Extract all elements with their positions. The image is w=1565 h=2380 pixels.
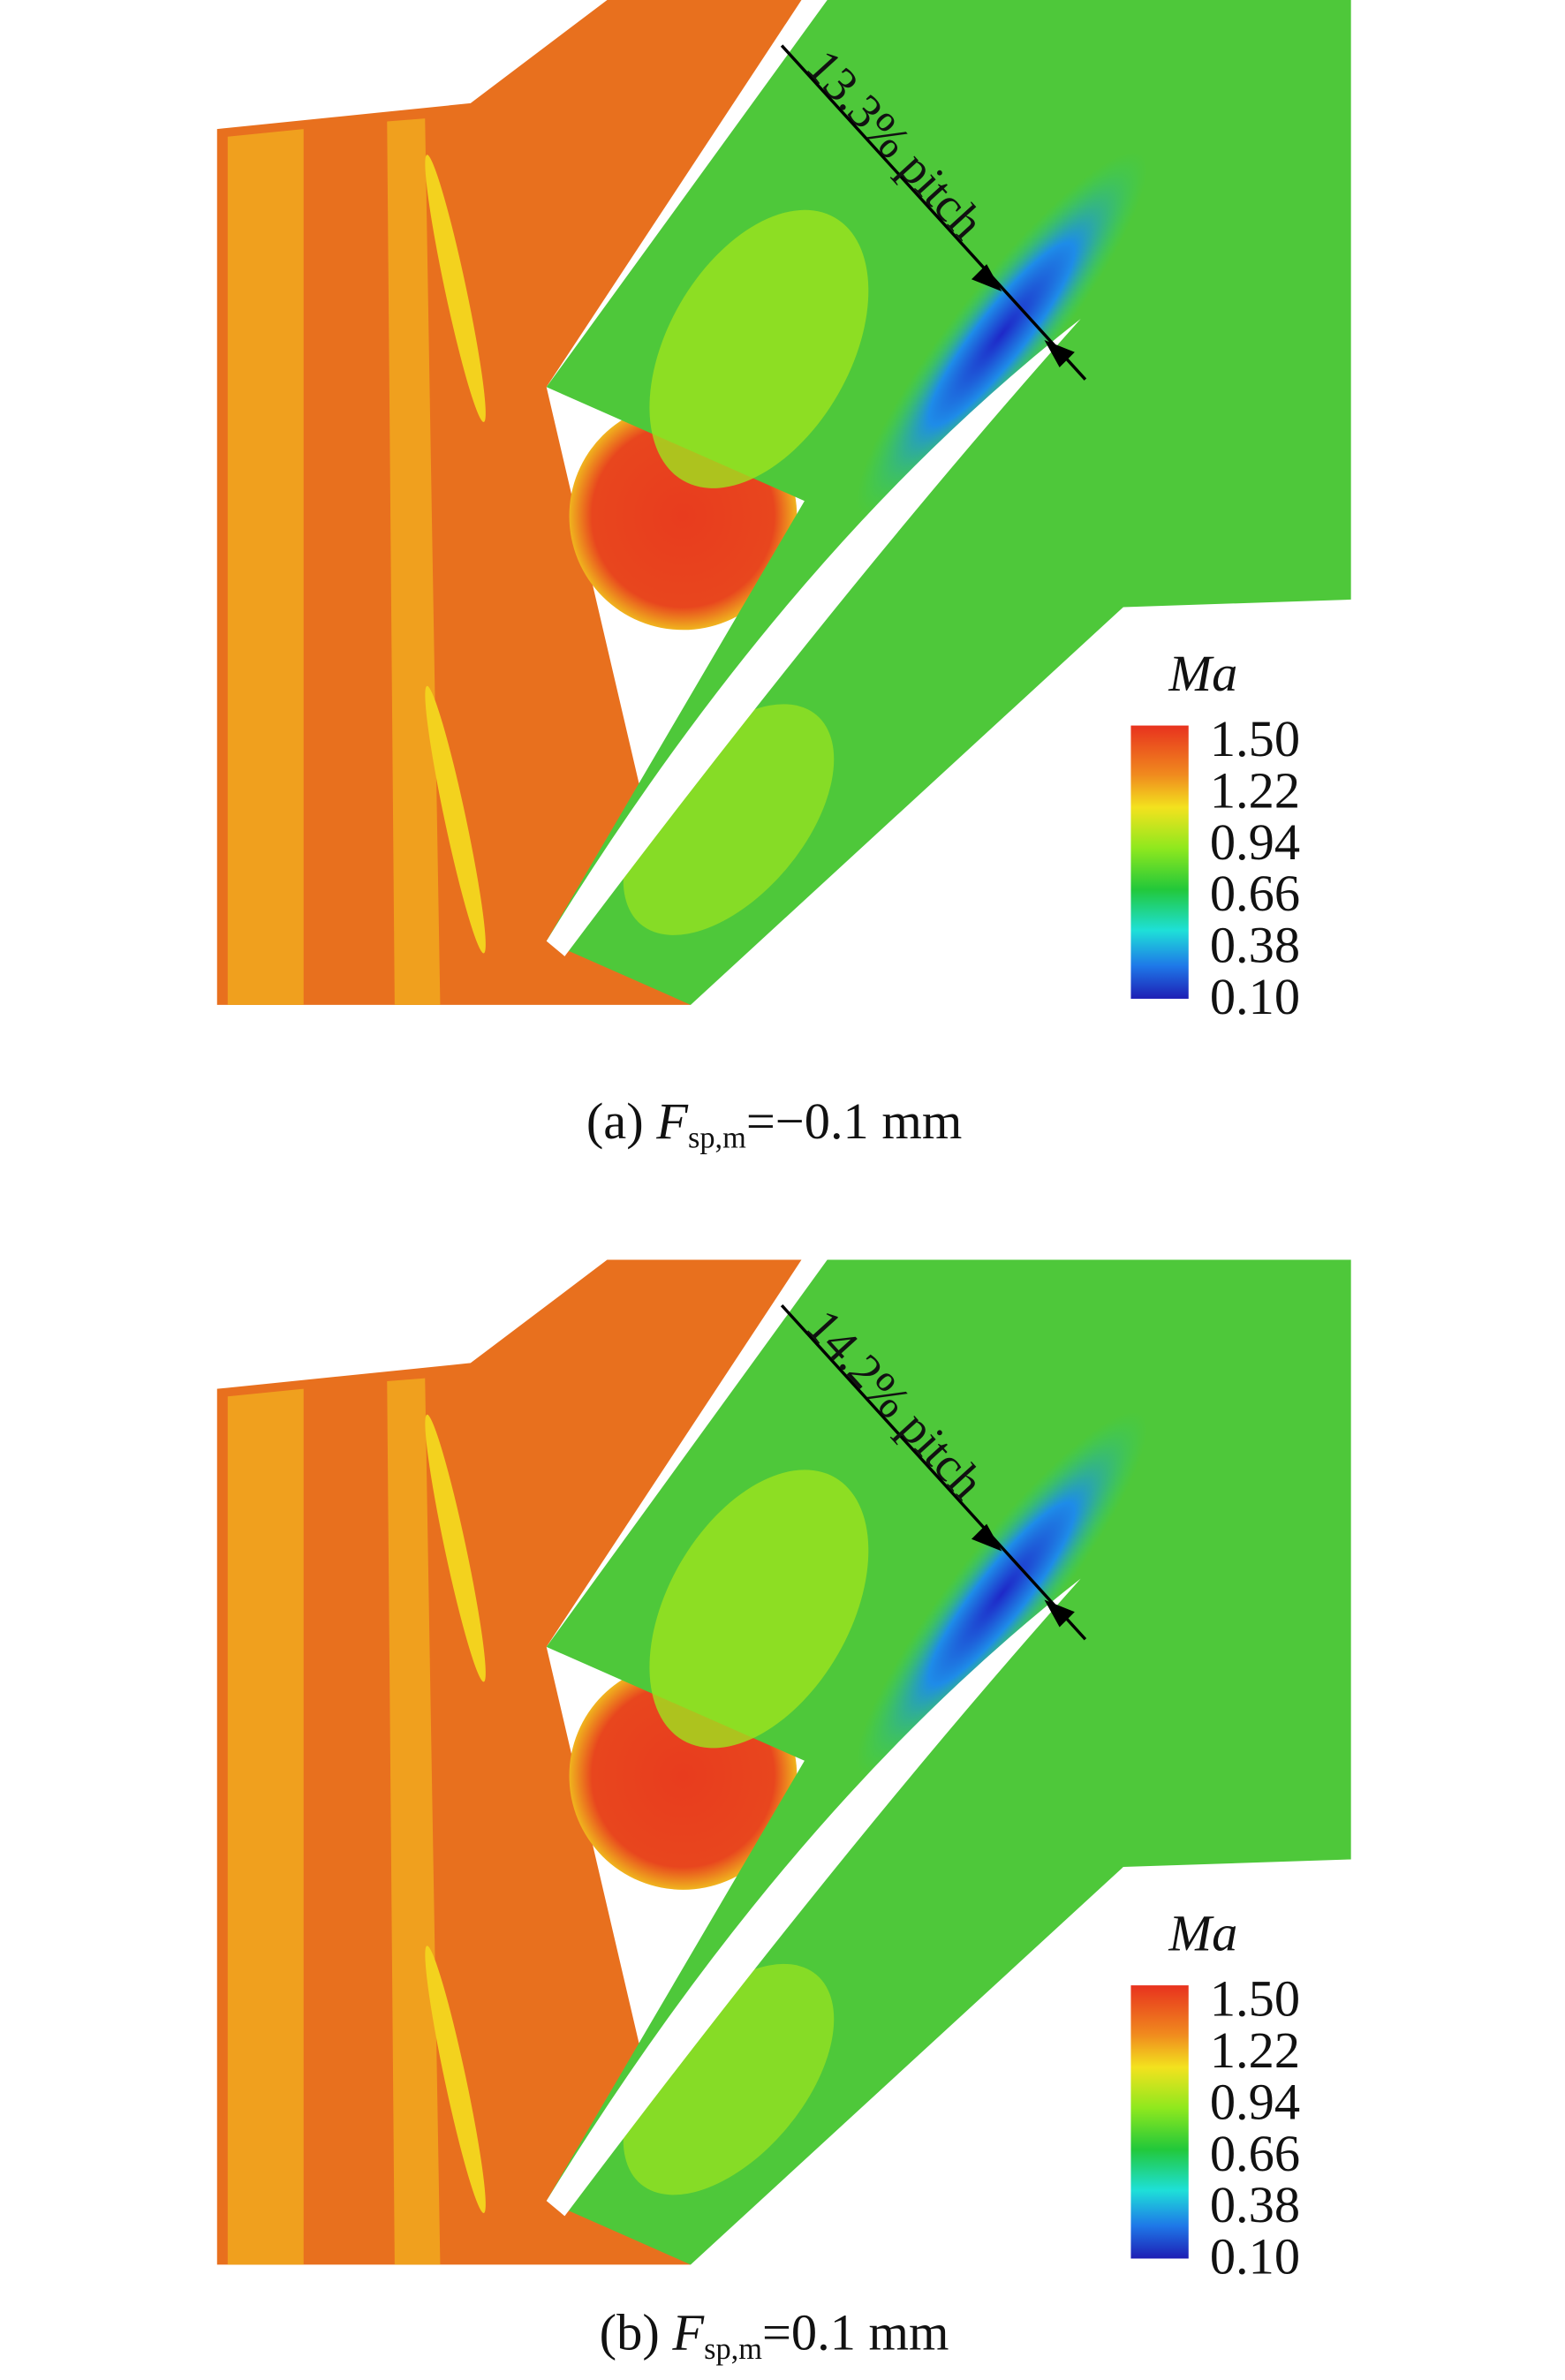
caption-variable: F xyxy=(671,2304,705,2361)
domain-upstream xyxy=(216,0,805,1005)
caption-variable: F xyxy=(655,1092,689,1150)
stripe xyxy=(227,1388,304,2265)
caption-subscript: sp,m xyxy=(704,2332,762,2366)
stripe xyxy=(387,118,441,1005)
colorbar-label: 0.94 xyxy=(1210,813,1300,871)
panel: 14.2% pitchMa1.501.220.940.660.380.10(b)… xyxy=(216,1259,1351,2366)
colorbar-label: 0.38 xyxy=(1210,2176,1300,2233)
colorbar-label: 0.66 xyxy=(1210,865,1300,922)
colorbar-title: Ma xyxy=(1168,645,1237,702)
colorbar-label: 0.66 xyxy=(1210,2125,1300,2182)
yellow-streak xyxy=(425,1946,486,2213)
colorbar-label: 0.10 xyxy=(1210,2228,1300,2286)
yellow-streak xyxy=(425,685,486,954)
colorbar-label: 0.38 xyxy=(1210,917,1300,974)
passage-light xyxy=(649,209,869,488)
stripe xyxy=(387,1378,441,2265)
caption-subscript: sp,m xyxy=(688,1121,746,1154)
low-mach-zone xyxy=(856,152,1147,517)
pitch-line xyxy=(780,44,1087,381)
passage-light xyxy=(649,1470,869,1749)
pitch-line xyxy=(780,1303,1087,1641)
caption-prefix: (a) xyxy=(586,1092,656,1150)
colorbar xyxy=(1130,725,1189,999)
blade xyxy=(546,1578,1081,2217)
arrowhead xyxy=(1044,1599,1075,1628)
low-mach-zone xyxy=(856,1411,1147,1776)
colorbar-label: 1.22 xyxy=(1210,2021,1300,2079)
yellow-streak xyxy=(425,1414,486,1682)
arrowhead xyxy=(971,264,1002,292)
colorbar xyxy=(1130,1985,1189,2259)
colorbar-label: 0.10 xyxy=(1210,968,1300,1025)
colorbar-label: 1.22 xyxy=(1210,761,1300,819)
caption-suffix: =−0.1 mm xyxy=(746,1092,962,1150)
arrowhead xyxy=(1044,340,1075,367)
caption: (b) Fsp,m=0.1 mm xyxy=(600,2304,949,2366)
yellow-streak xyxy=(425,155,486,422)
caption-prefix: (b) xyxy=(600,2304,673,2361)
blade xyxy=(546,0,828,388)
domain-upstream xyxy=(216,1259,805,2265)
colorbar-title: Ma xyxy=(1168,1905,1237,1962)
panel: 13.3% pitchMa1.501.220.940.660.380.10(a)… xyxy=(216,0,1351,1154)
passage-light xyxy=(623,1963,835,2195)
colorbar-label: 1.50 xyxy=(1210,1969,1300,2027)
colorbar-label: 1.50 xyxy=(1210,710,1300,767)
blade xyxy=(546,1259,828,1647)
passage-light xyxy=(623,704,835,935)
arrowhead xyxy=(971,1523,1002,1552)
blade xyxy=(546,318,1081,956)
colorbar-label: 0.94 xyxy=(1210,2073,1300,2130)
caption: (a) Fsp,m=−0.1 mm xyxy=(586,1092,962,1154)
caption-suffix: =0.1 mm xyxy=(762,2304,949,2361)
stripe xyxy=(227,129,304,1005)
